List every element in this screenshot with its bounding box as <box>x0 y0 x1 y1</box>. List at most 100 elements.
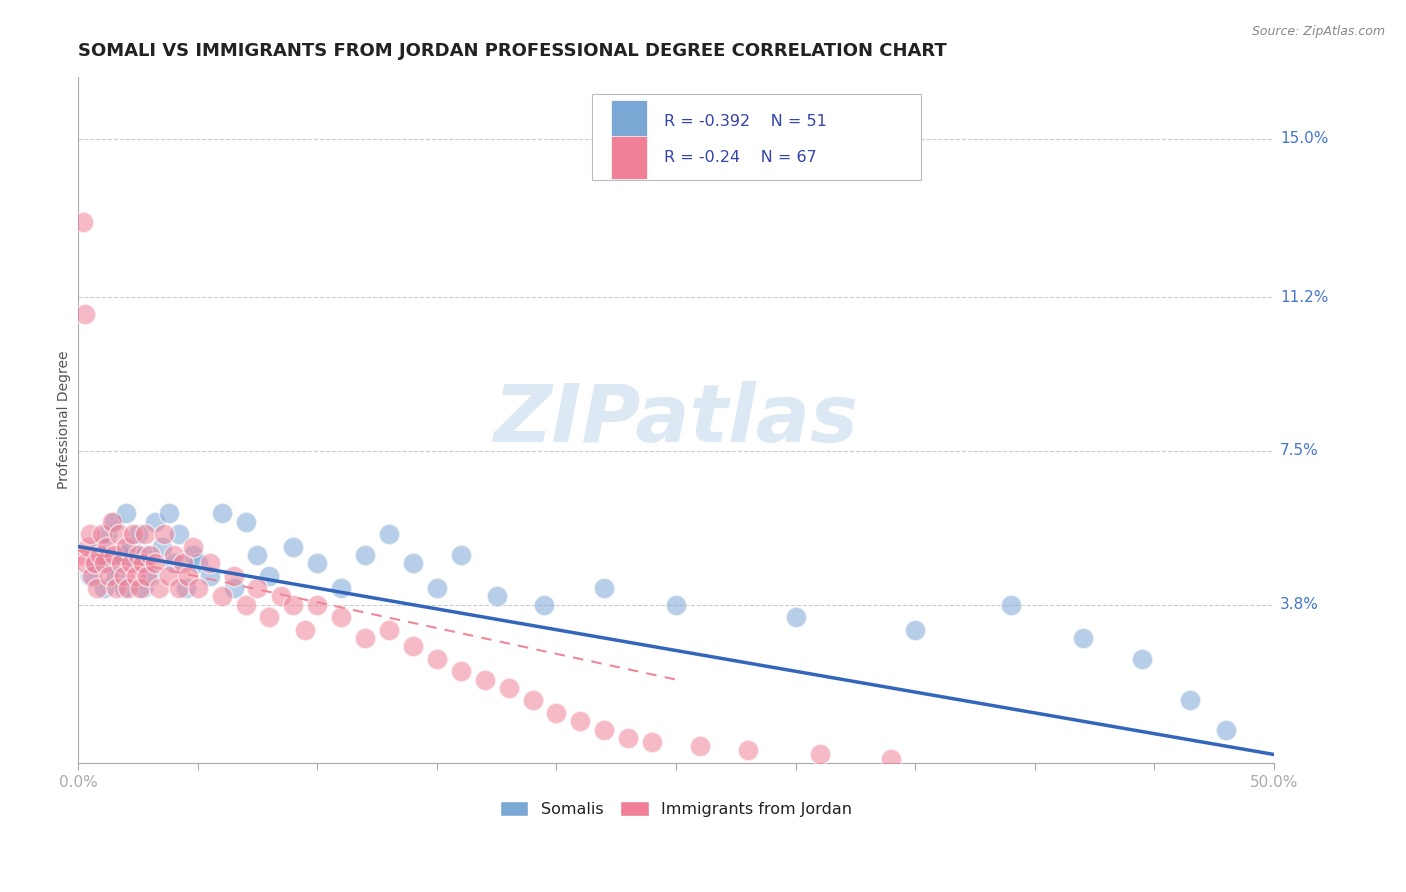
Text: 7.5%: 7.5% <box>1279 443 1319 458</box>
Point <box>426 581 449 595</box>
Point <box>93 581 115 595</box>
Text: Source: ZipAtlas.com: Source: ZipAtlas.com <box>1251 25 1385 38</box>
Point <box>378 623 401 637</box>
Point <box>103 548 125 562</box>
Point <box>402 556 425 570</box>
Point <box>89 548 111 562</box>
Point <box>785 610 807 624</box>
Point <box>283 540 305 554</box>
Point <box>103 515 125 529</box>
Point <box>157 506 180 520</box>
Point <box>283 598 305 612</box>
Point <box>485 590 508 604</box>
Point <box>134 548 156 562</box>
Point <box>222 568 245 582</box>
Text: SOMALI VS IMMIGRANTS FROM JORDAN PROFESSIONAL DEGREE CORRELATION CHART: SOMALI VS IMMIGRANTS FROM JORDAN PROFESS… <box>79 42 946 60</box>
Point <box>1130 652 1153 666</box>
Point <box>83 556 105 570</box>
Point <box>880 751 903 765</box>
Point <box>131 581 153 595</box>
Point <box>136 568 159 582</box>
Point <box>139 568 162 582</box>
Point <box>124 556 146 570</box>
Point <box>122 527 145 541</box>
Point <box>569 714 592 729</box>
Point <box>110 556 132 570</box>
Point <box>402 640 425 654</box>
Point <box>172 556 194 570</box>
Point <box>222 581 245 595</box>
Point <box>72 548 94 562</box>
Point <box>143 556 166 570</box>
Text: 3.8%: 3.8% <box>1279 598 1319 612</box>
Point <box>187 581 209 595</box>
Legend: Somalis, Immigrants from Jordan: Somalis, Immigrants from Jordan <box>494 795 859 823</box>
Text: ZIPatlas: ZIPatlas <box>494 381 859 458</box>
Point <box>75 307 97 321</box>
Point <box>110 548 132 562</box>
Point <box>112 568 135 582</box>
Point <box>689 739 711 753</box>
Point <box>105 581 128 595</box>
Point <box>91 548 114 562</box>
Point <box>129 581 152 595</box>
Point <box>174 581 197 595</box>
Point <box>76 540 98 554</box>
Text: R = -0.24    N = 67: R = -0.24 N = 67 <box>664 150 817 165</box>
Point <box>211 590 233 604</box>
Point <box>378 527 401 541</box>
Point <box>124 568 146 582</box>
Point <box>148 581 170 595</box>
Point <box>120 556 142 570</box>
Point <box>75 556 97 570</box>
Text: 15.0%: 15.0% <box>1279 131 1329 146</box>
Point <box>79 527 101 541</box>
Point <box>270 590 292 604</box>
Point <box>100 515 122 529</box>
Point <box>117 581 139 595</box>
Point <box>737 743 759 757</box>
Point <box>450 665 472 679</box>
Point <box>904 623 927 637</box>
Point <box>235 515 257 529</box>
Point <box>115 540 138 554</box>
Point <box>79 568 101 582</box>
Point <box>177 568 200 582</box>
Point <box>150 540 173 554</box>
Point <box>163 548 186 562</box>
Point <box>330 610 353 624</box>
Point <box>426 652 449 666</box>
Point <box>1215 723 1237 737</box>
Point <box>127 548 149 562</box>
Point <box>98 568 121 582</box>
Text: 11.2%: 11.2% <box>1279 290 1329 304</box>
Y-axis label: Professional Degree: Professional Degree <box>58 351 72 489</box>
Point <box>259 568 281 582</box>
Point <box>498 681 520 695</box>
Point <box>522 693 544 707</box>
Point <box>115 506 138 520</box>
Point <box>96 540 118 554</box>
Point <box>187 556 209 570</box>
Point <box>1071 631 1094 645</box>
Point <box>1000 598 1022 612</box>
Point <box>91 527 114 541</box>
Point <box>153 527 176 541</box>
FancyBboxPatch shape <box>612 100 647 143</box>
Point <box>96 527 118 541</box>
Point <box>593 581 616 595</box>
Point <box>307 556 329 570</box>
Point <box>93 556 115 570</box>
Point <box>259 610 281 624</box>
FancyBboxPatch shape <box>592 94 921 179</box>
Point <box>86 581 108 595</box>
Point <box>72 215 94 229</box>
Point <box>617 731 640 745</box>
Point <box>354 631 377 645</box>
Point <box>134 527 156 541</box>
Point <box>198 556 221 570</box>
Point <box>82 568 104 582</box>
Point <box>163 556 186 570</box>
Point <box>131 556 153 570</box>
Point <box>112 581 135 595</box>
